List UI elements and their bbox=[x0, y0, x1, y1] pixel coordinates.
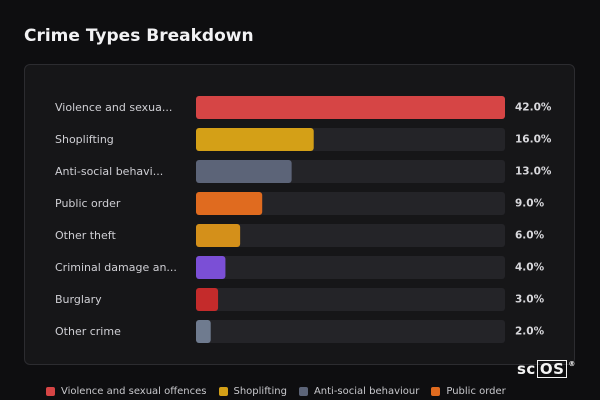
bar-row: Violence and sexua... 42.0% bbox=[55, 96, 552, 119]
legend-label: Violence and sexual offences bbox=[61, 386, 207, 397]
bar-row: Anti-social behavi... 13.0% bbox=[55, 160, 552, 183]
value-label: 3.0% bbox=[515, 294, 545, 306]
bar-chart: Violence and sexua... 42.0% Shoplifting 16.… bbox=[55, 96, 552, 343]
category-label: Anti-social behavi... bbox=[55, 165, 163, 178]
chart-card: Violence and sexua... 42.0% Shoplifting 16.… bbox=[24, 64, 575, 365]
bar bbox=[196, 160, 292, 183]
category-label: Other theft bbox=[55, 229, 116, 242]
legend-label: Anti-social behaviour bbox=[313, 386, 420, 397]
value-label: 4.0% bbox=[515, 262, 545, 274]
chart-legend: Violence and sexual offences Shoplifting A… bbox=[46, 386, 506, 397]
category-label: Other crime bbox=[55, 325, 121, 338]
legend-item: Public order bbox=[431, 386, 506, 397]
legend-label: Public order bbox=[446, 386, 506, 397]
bar bbox=[196, 192, 263, 215]
value-label: 6.0% bbox=[515, 230, 545, 242]
bar-track bbox=[196, 192, 505, 215]
bar bbox=[196, 288, 219, 311]
legend-swatch bbox=[46, 387, 55, 396]
bar-row: Public order 9.0% bbox=[55, 192, 545, 215]
bar-track bbox=[196, 256, 505, 279]
bar-track bbox=[196, 288, 505, 311]
value-label: 42.0% bbox=[515, 102, 552, 114]
bar-row: Criminal damage an... 4.0% bbox=[55, 256, 545, 279]
chart-title: Crime Types Breakdown bbox=[24, 26, 254, 46]
category-label: Criminal damage an... bbox=[55, 261, 177, 274]
category-label: Public order bbox=[55, 197, 121, 210]
bar-row: Shoplifting 16.0% bbox=[55, 128, 552, 151]
legend-label: Shoplifting bbox=[233, 386, 287, 397]
bar-row: Other crime 2.0% bbox=[55, 320, 545, 343]
bar bbox=[196, 224, 241, 247]
category-label: Violence and sexua... bbox=[55, 101, 172, 114]
value-label: 2.0% bbox=[515, 326, 545, 338]
value-label: 13.0% bbox=[515, 166, 552, 178]
bar-row: Other theft 6.0% bbox=[55, 224, 545, 247]
bar bbox=[196, 320, 211, 343]
category-label: Shoplifting bbox=[55, 133, 114, 146]
bar bbox=[196, 96, 505, 119]
logo-text-plain: sc bbox=[517, 360, 536, 378]
bar-track bbox=[196, 224, 505, 247]
legend-item: Violence and sexual offences bbox=[46, 386, 207, 397]
bar bbox=[196, 128, 314, 151]
bar-row: Burglary 3.0% bbox=[55, 288, 545, 311]
legend-swatch bbox=[431, 387, 441, 396]
logo-registered-mark: ® bbox=[568, 360, 576, 368]
legend-item: Anti-social behaviour bbox=[298, 386, 420, 397]
scos-logo: sc OS ® bbox=[517, 360, 576, 378]
logo-text-boxed: OS bbox=[536, 360, 568, 378]
legend-item: Shoplifting bbox=[218, 386, 287, 397]
value-label: 9.0% bbox=[515, 198, 545, 210]
bar-track bbox=[196, 320, 505, 343]
category-label: Burglary bbox=[55, 293, 102, 306]
legend-swatch bbox=[298, 387, 308, 396]
legend-swatch bbox=[218, 387, 228, 396]
bar bbox=[196, 256, 226, 279]
value-label: 16.0% bbox=[515, 134, 552, 146]
